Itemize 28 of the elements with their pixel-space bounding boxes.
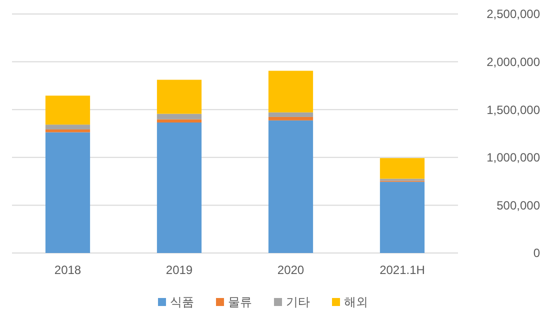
bar: [268, 116, 314, 120]
y-tick-label: 1,500,000: [486, 102, 540, 117]
bar: [380, 182, 425, 253]
y-tick-label: 500,000: [496, 198, 540, 212]
bar: [156, 80, 202, 114]
bar: [45, 129, 90, 132]
legend-label: 물류: [228, 295, 252, 310]
bar: [156, 119, 202, 123]
bar: [268, 120, 314, 253]
bar: [268, 70, 314, 112]
x-tick-label: 2019: [166, 263, 193, 277]
x-tick-label: 2018: [54, 263, 82, 277]
y-tick-label: 1,000,000: [486, 150, 540, 165]
x-tick-label: 2020: [277, 263, 304, 277]
bar: [268, 112, 314, 117]
legend-label: 식품: [170, 295, 194, 310]
bar: [156, 122, 202, 253]
bar: [45, 132, 90, 253]
y-tick-label: 2,500,000: [486, 7, 540, 22]
bar: [156, 114, 202, 120]
bar: [45, 96, 90, 125]
bar: [45, 124, 90, 130]
y-tick-label: 0: [533, 246, 540, 260]
legend-label: 해외: [344, 295, 368, 310]
y-tick-label: 2,000,000: [486, 55, 540, 69]
legend-label: 기타: [286, 295, 310, 310]
x-tick-label: 2021.1H: [380, 263, 425, 277]
bar: [380, 158, 425, 179]
